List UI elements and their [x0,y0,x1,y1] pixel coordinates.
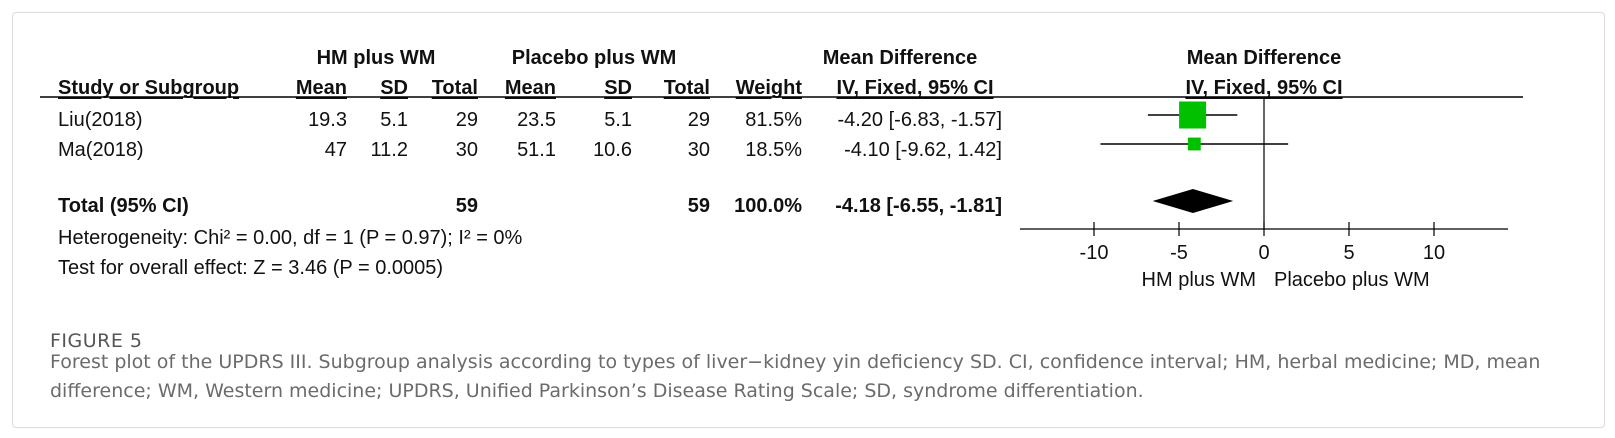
figure-label: FIGURE 5 [50,330,143,352]
heterogeneity-text: Heterogeneity: Chi² = 0.00, df = 1 (P = … [58,227,523,249]
sd1-header: SD [380,77,408,99]
study-n1: 30 [455,139,478,161]
study-sd2: 10.6 [593,139,632,161]
group1-header: HM plus WM [316,47,436,69]
ci-plot-header: IV, Fixed, 95% CI [1185,77,1343,99]
study-weight: 81.5% [745,109,802,131]
study-sd1: 5.1 [380,109,408,131]
study-n2: 29 [687,109,710,131]
weight-header: Weight [735,77,802,99]
total-label: Total (95% CI) [58,195,189,217]
favours-right-label: Placebo plus WM [1274,269,1430,291]
study-square-marker [1179,101,1207,129]
study-square-marker [1187,137,1201,151]
ci-column-header: IV, Fixed, 95% CI [836,77,994,99]
study-column-header: Study or Subgroup [58,77,240,99]
x-tick-label: 0 [1258,242,1269,264]
study-weight: 18.5% [745,139,802,161]
total-n2: 59 [687,195,710,217]
study-mean1: 47 [324,139,347,161]
figure-frame [12,12,1605,428]
overall-effect-text: Test for overall effect: Z = 3.46 (P = 0… [58,257,444,279]
favours-left-label: HM plus WM [1141,269,1256,291]
total-weight: 100.0% [734,195,802,217]
study-mean2: 51.1 [517,139,556,161]
x-tick-label: 5 [1343,242,1354,264]
x-tick-label: -5 [1170,242,1188,264]
total-ci-text: -4.18 [-6.55, -1.81] [835,195,1002,217]
mean2-header: Mean [504,77,556,99]
sd2-header: SD [604,77,632,99]
study-name: Liu(2018) [58,109,143,131]
md-column-header: Mean Difference [822,47,978,69]
x-tick-label: -10 [1080,242,1109,264]
study-ci-text: -4.20 [-6.83, -1.57] [837,109,1002,131]
study-sd2: 5.1 [604,109,632,131]
study-mean1: 19.3 [308,109,347,131]
study-name: Ma(2018) [58,139,144,161]
md-plot-header: Mean Difference [1186,47,1342,69]
study-ci-text: -4.10 [-9.62, 1.42] [844,139,1002,161]
x-tick-label: 10 [1423,242,1445,264]
total2-header: Total [663,77,710,99]
total1-header: Total [431,77,478,99]
group2-header: Placebo plus WM [511,47,677,69]
study-mean2: 23.5 [517,109,556,131]
study-n1: 29 [455,109,478,131]
figure-caption: Forest plot of the UPDRS III. Subgroup a… [50,351,1541,402]
mean1-header: Mean [295,77,347,99]
study-n2: 30 [687,139,710,161]
total-n1: 59 [455,195,478,217]
pooled-diamond [1152,189,1234,213]
study-sd1: 11.2 [370,139,408,161]
